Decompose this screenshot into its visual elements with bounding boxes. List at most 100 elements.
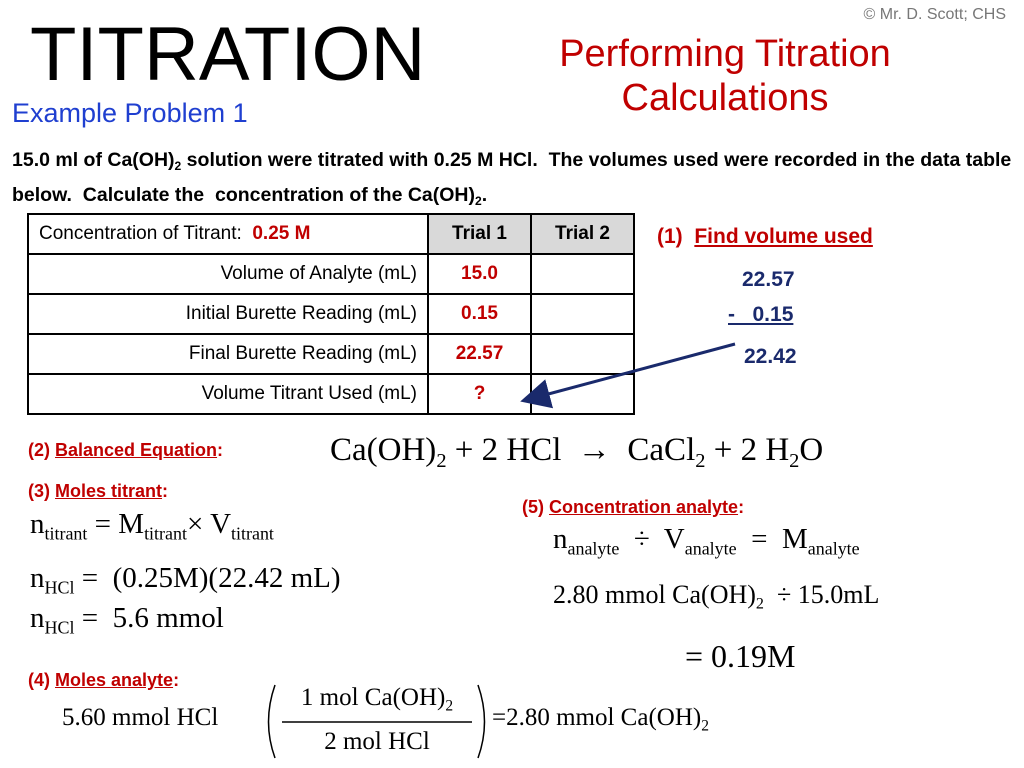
data-table: Concentration of Titrant: 0.25 M Trial 1… bbox=[27, 213, 635, 415]
colon: : bbox=[162, 481, 169, 501]
step-number: (4) bbox=[28, 670, 50, 690]
text-part: × V bbox=[186, 508, 232, 540]
step-label: Balanced Equation bbox=[55, 440, 218, 460]
step-label: Moles titrant bbox=[55, 481, 163, 501]
table-row: Volume of Analyte (mL) 15.0 bbox=[27, 253, 635, 295]
subscript: 2 bbox=[695, 450, 706, 473]
text-part: + 2 HCl → CaCl bbox=[446, 432, 696, 468]
subscript: 2 bbox=[445, 697, 454, 715]
step1-heading: (1) Find volume used bbox=[657, 225, 873, 249]
text-part: solution were titrated with 0.25 M HCl. … bbox=[12, 149, 1017, 207]
step-label: Concentration analyte bbox=[549, 497, 739, 517]
text-part: n bbox=[30, 562, 45, 594]
text-part: ÷ V bbox=[619, 523, 685, 555]
row-label: Volume Titrant Used (mL) bbox=[27, 373, 429, 415]
step2-heading: (2) Balanced Equation: bbox=[28, 440, 223, 461]
step-number: (1) bbox=[657, 225, 683, 248]
subscript: 2 bbox=[174, 159, 182, 174]
subscript: HCl bbox=[44, 577, 75, 598]
text-part: 15.0 ml of Ca(OH) bbox=[12, 149, 175, 171]
header-cell: Trial 2 bbox=[530, 213, 635, 255]
row-value: 22.57 bbox=[427, 333, 532, 375]
text-part: n bbox=[30, 602, 45, 634]
title: TITRATION bbox=[30, 12, 426, 97]
text-part: 2.80 mmol Ca(OH) bbox=[553, 580, 756, 609]
step5-heading: (5) Concentration analyte: bbox=[522, 497, 744, 518]
text-part: ÷ 15.0mL bbox=[763, 580, 880, 609]
subscript: titrant bbox=[44, 523, 88, 544]
subscript: 2 bbox=[789, 450, 800, 473]
problem-text: 15.0 ml of Ca(OH)2 solution were titrate… bbox=[12, 146, 1017, 216]
table-row: Final Burette Reading (mL) 22.57 bbox=[27, 333, 635, 375]
step-label: Moles analyte bbox=[55, 670, 174, 690]
subscript: titrant bbox=[144, 523, 187, 544]
step-number: (3) bbox=[28, 481, 50, 501]
subscript: 2 bbox=[436, 450, 447, 473]
row-label: Initial Burette Reading (mL) bbox=[27, 293, 429, 335]
text-part: n bbox=[30, 508, 45, 540]
colon: : bbox=[217, 440, 224, 460]
table-header: Concentration of Titrant: 0.25 M Trial 1… bbox=[27, 213, 635, 255]
math-text: 5.60 mmol HCl bbox=[62, 704, 219, 731]
row-value: 15.0 bbox=[427, 253, 532, 295]
text-part: = M bbox=[87, 508, 145, 540]
math-line: nHCl = (0.25M)(22.42 mL) bbox=[30, 562, 341, 598]
step-label: Find volume used bbox=[694, 225, 873, 248]
text-part: Ca(OH) bbox=[330, 432, 437, 468]
text-part: O bbox=[799, 432, 824, 468]
step4-heading: (4) Moles analyte: bbox=[28, 670, 179, 691]
row-value: 0.15 bbox=[427, 293, 532, 335]
empty-cell bbox=[530, 253, 635, 295]
subscript: analyte bbox=[567, 538, 620, 559]
text-part: =2.80 mmol Ca(OH) bbox=[492, 704, 702, 731]
colon: : bbox=[173, 670, 180, 690]
subscript: HCl bbox=[44, 617, 75, 638]
subtitle: Performing Titration Calculations bbox=[559, 33, 891, 119]
subscript: 2 bbox=[701, 717, 709, 735]
math-line: nHCl = 5.6 mmol bbox=[30, 602, 224, 638]
header-cell: Trial 1 bbox=[427, 213, 532, 255]
paren-right bbox=[477, 684, 486, 759]
text-part: = 0.19M bbox=[685, 638, 796, 674]
math-line: 2.80 mmol Ca(OH)2 ÷ 15.0mL bbox=[553, 580, 879, 614]
calc-line: - 0.15 bbox=[728, 303, 794, 326]
empty-cell bbox=[530, 333, 635, 375]
paren-left bbox=[267, 684, 276, 759]
row-value: ? bbox=[427, 373, 532, 415]
math-line: ntitrant = Mtitrant× Vtitrant bbox=[30, 508, 274, 544]
step3-heading: (3) Moles titrant: bbox=[28, 481, 168, 502]
arrow bbox=[520, 342, 736, 409]
math-text: =2.80 mmol Ca(OH)2 bbox=[492, 704, 709, 735]
math-line: = 0.19M bbox=[685, 638, 796, 675]
text-part: = (0.25M)(22.42 mL) bbox=[74, 562, 341, 594]
text-part: + 2 H bbox=[705, 432, 790, 468]
numerator: 1 mol Ca(OH)2 bbox=[282, 684, 472, 715]
header-value: 0.25 M bbox=[252, 223, 311, 244]
subscript: 2 bbox=[475, 194, 482, 209]
step-number: (5) bbox=[522, 497, 544, 517]
subscript: 2 bbox=[755, 595, 764, 613]
text-part: = 5.6 mmol bbox=[74, 602, 224, 634]
text-part: = M bbox=[736, 523, 808, 555]
copyright: © Mr. D. Scott; CHS bbox=[863, 6, 1006, 23]
denominator: 2 mol HCl bbox=[324, 728, 430, 755]
table-row: Initial Burette Reading (mL) 0.15 bbox=[27, 293, 635, 335]
calc-line: 22.42 bbox=[744, 345, 797, 368]
text-part: n bbox=[553, 523, 568, 555]
header-cell: Concentration of Titrant: 0.25 M bbox=[27, 213, 429, 255]
example-label: Example Problem 1 bbox=[12, 98, 248, 128]
equation: Ca(OH)2 + 2 HCl → CaCl2 + 2 H2O bbox=[330, 432, 823, 473]
header-text: Concentration of Titrant: bbox=[39, 223, 242, 244]
subscript: analyte bbox=[684, 538, 737, 559]
row-label: Final Burette Reading (mL) bbox=[27, 333, 429, 375]
math-line: nanalyte ÷ Vanalyte = Manalyte bbox=[553, 523, 860, 559]
table-row: Volume Titrant Used (mL)? bbox=[27, 373, 635, 415]
step-number: (2) bbox=[28, 440, 50, 460]
calc-line: 22.57 bbox=[742, 268, 795, 291]
colon: : bbox=[738, 497, 745, 517]
subscript: analyte bbox=[807, 538, 860, 559]
text-part: 1 mol Ca(OH) bbox=[300, 684, 446, 711]
empty-cell bbox=[530, 293, 635, 335]
subscript: titrant bbox=[231, 523, 274, 544]
